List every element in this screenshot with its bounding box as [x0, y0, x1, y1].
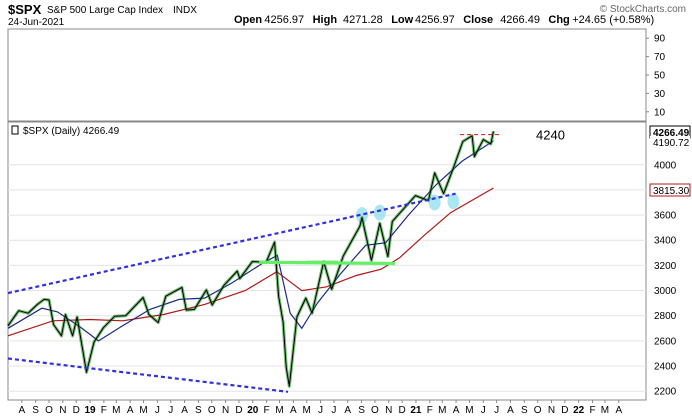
x-tick-label: M	[275, 405, 283, 416]
exchange: INDX	[173, 5, 197, 16]
price-panel: 2200240026002800300032003400360038004000…	[6, 121, 691, 401]
x-tick-label: D	[235, 405, 242, 416]
x-tick-label: D	[561, 405, 568, 416]
upper-tick-label: 30	[654, 89, 666, 100]
ohlc-label-close: Close	[463, 14, 493, 26]
ohlc-value-high: 4271.28	[343, 14, 383, 26]
upper-panel: 10 30 50 70 90	[7, 28, 666, 122]
y-tick-label: 3400	[654, 236, 677, 247]
x-tick-label: J	[494, 405, 499, 416]
x-tick-label: S	[32, 405, 39, 416]
x-tick-label: A	[127, 405, 134, 416]
price-badge-label: 4190.72	[653, 138, 690, 149]
x-tick-label: J	[168, 405, 173, 416]
x-tick-label: S	[521, 405, 528, 416]
x-tick-label: M	[303, 405, 311, 416]
x-tick-label: O	[45, 405, 53, 416]
upper-tick-label: 50	[654, 71, 666, 82]
channel-trendline	[7, 357, 289, 393]
x-tick-label: F	[427, 405, 433, 416]
upper-tick-label: 70	[654, 52, 666, 63]
y-tick-label: 3200	[654, 261, 677, 272]
x-tick-label: J	[331, 405, 336, 416]
panel-legend-label: $SPX (Daily) 4266.49	[23, 126, 120, 137]
x-tick-label: J	[318, 405, 323, 416]
x-tick-label: N	[59, 405, 66, 416]
chart-header: $SPX S&P 500 Large Cap Index INDX 24-Jun…	[8, 2, 686, 28]
x-tick-label: O	[371, 405, 379, 416]
x-tick-label: O	[208, 405, 216, 416]
price-badge-label: 3815.30	[653, 186, 690, 197]
x-axis: A S O N D 19 F M A M J J A S O N D 20 F M A M J J A S O N D 21 F M A M J J A…	[18, 400, 622, 416]
upper-panel-frame	[7, 28, 647, 122]
y-tick-label: 3600	[654, 211, 677, 222]
x-tick-label: A	[18, 405, 25, 416]
long-moving-average-line	[7, 187, 494, 337]
y-tick-label: 2400	[654, 362, 677, 373]
highlight-marker	[447, 193, 460, 210]
ohlc-label-low: Low	[391, 14, 413, 26]
price-target-annotation: 4240	[536, 128, 565, 143]
x-tick-label: F	[589, 405, 595, 416]
x-tick-label: D	[399, 405, 406, 416]
x-tick-label: A	[181, 405, 188, 416]
ohlc-value-open: 4256.97	[264, 14, 304, 26]
x-tick-label: A	[507, 405, 514, 416]
x-tick-label: F	[101, 405, 107, 416]
x-tick-label: M	[139, 405, 147, 416]
x-tick-label: S	[195, 405, 202, 416]
x-tick-label: A	[344, 405, 351, 416]
ohlc-label-chg: Chg	[548, 14, 569, 26]
y-tick-label: 2600	[654, 336, 677, 347]
candle-icon	[11, 125, 19, 135]
y-tick-label: 4000	[654, 160, 677, 171]
x-tick-label: J	[481, 405, 486, 416]
x-tick-label: N	[222, 405, 229, 416]
symbol: $SPX	[8, 2, 42, 17]
x-tick-label: M	[438, 405, 446, 416]
ohlc-label-high: High	[313, 14, 338, 26]
x-tick-label: M	[601, 405, 609, 416]
y-tick-label: 2200	[654, 387, 677, 398]
x-tick-label: S	[358, 405, 365, 416]
x-tick-label: D	[73, 405, 80, 416]
short-moving-average-line	[7, 140, 494, 342]
y-tick-label: 3000	[654, 286, 677, 297]
x-tick-label: 20	[247, 405, 259, 416]
ohlc-label-open: Open	[234, 14, 262, 26]
price-badge-frame	[649, 183, 691, 197]
ohlc-value-close: 4266.49	[500, 14, 540, 26]
index-name: S&P 500 Large Cap Index	[47, 5, 163, 16]
x-tick-label: 19	[84, 405, 96, 416]
x-tick-label: N	[385, 405, 392, 416]
price-badge-label: 4266.49	[653, 128, 690, 139]
x-tick-label: A	[615, 405, 622, 416]
chart-date: 24-Jun-2021	[8, 17, 65, 28]
x-tick-label: 21	[410, 405, 422, 416]
highlight-marker	[373, 204, 386, 221]
x-tick-label: A	[453, 405, 460, 416]
x-tick-label: M	[465, 405, 473, 416]
x-tick-label: 22	[573, 405, 585, 416]
x-tick-label: O	[534, 405, 542, 416]
panel-legend: $SPX (Daily) 4266.49	[11, 125, 120, 137]
upper-tick-label: 90	[654, 34, 666, 45]
y-tick-label: 2800	[654, 311, 677, 322]
watermark: © StockCharts.com	[600, 4, 686, 15]
x-tick-label: N	[548, 405, 555, 416]
ohlc-readout: Open 4256.97 High 4271.28 Low 4256.97 Close 426…	[234, 14, 654, 26]
x-tick-label: M	[112, 405, 120, 416]
ohlc-value-low: 4256.97	[415, 14, 455, 26]
upper-tick-label: 10	[654, 107, 666, 118]
ohlc-value-chg: +24.65 (+0.58%)	[572, 14, 654, 26]
highlight-marker	[355, 207, 368, 224]
price-badge-frame	[650, 136, 690, 148]
x-tick-label: F	[264, 405, 270, 416]
x-tick-label: J	[155, 405, 160, 416]
x-tick-label: A	[290, 405, 297, 416]
